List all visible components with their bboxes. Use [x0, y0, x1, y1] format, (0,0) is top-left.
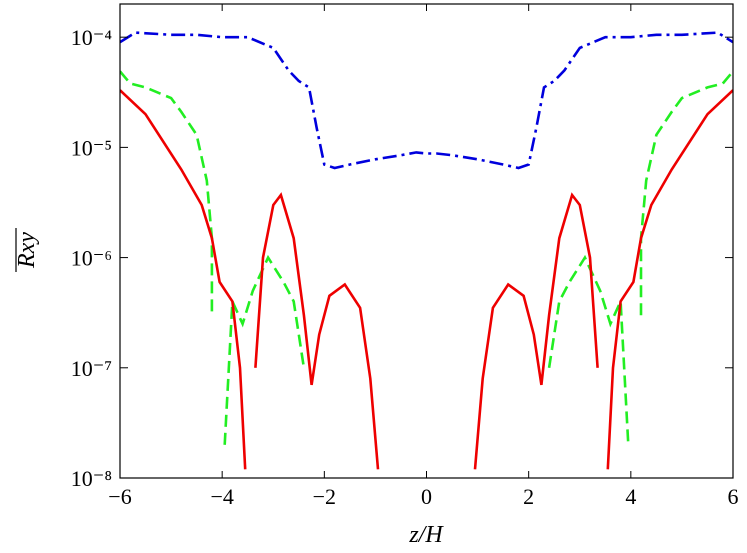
x-axis-label: z/H — [408, 522, 444, 548]
y-tick-label: 10⁻⁸ — [71, 466, 112, 491]
x-tick-label: 6 — [728, 484, 739, 509]
x-tick-label: 4 — [625, 484, 636, 509]
y-tick-label: 10⁻⁶ — [71, 246, 112, 271]
y-tick-label: 10⁻⁵ — [71, 135, 112, 160]
series-line — [120, 70, 733, 445]
x-tick-label: 0 — [421, 484, 432, 509]
series-line — [120, 31, 733, 170]
y-axis-label-group: Rxy — [14, 228, 40, 272]
x-tick-label: −4 — [210, 484, 233, 509]
x-tick-label: −2 — [313, 484, 336, 509]
x-tick-label: 2 — [523, 484, 534, 509]
plot-area — [120, 31, 733, 470]
y-tick-label: 10⁻⁴ — [71, 25, 113, 50]
y-axis-label: Rxy — [14, 232, 40, 269]
series-line — [120, 89, 733, 470]
y-tick-label: 10⁻⁷ — [71, 356, 112, 381]
x-tick-label: −6 — [108, 484, 131, 509]
